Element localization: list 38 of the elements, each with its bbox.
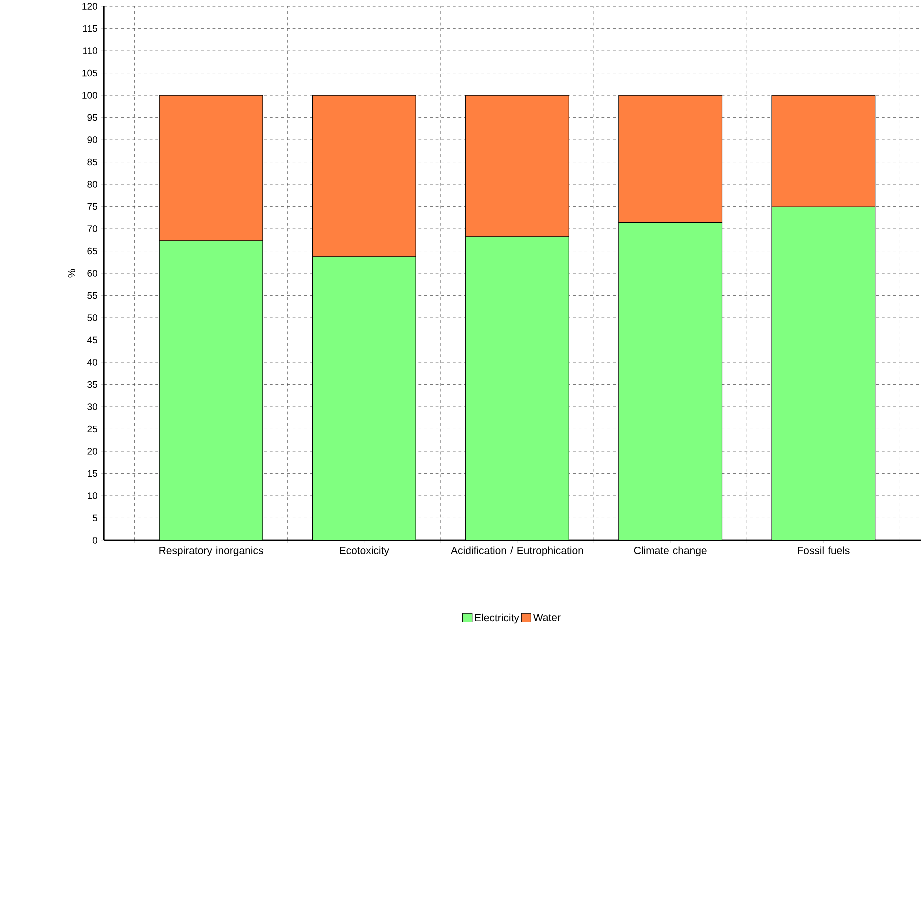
- y-tick-label: 20: [88, 448, 98, 455]
- y-tick-label: 105: [82, 70, 98, 76]
- bar: [159, 240, 264, 540]
- y-tick-label: 25: [88, 426, 98, 432]
- y-tick-label: 5: [92, 514, 98, 522]
- y-tick-label: 100: [82, 92, 98, 99]
- legend-label: Water: [533, 614, 561, 622]
- y-tick-label: 90: [88, 136, 98, 144]
- y-tick-label: 65: [88, 248, 98, 254]
- bar: [618, 222, 723, 540]
- x-tick-label: Acidification / Eutrophication: [451, 546, 584, 556]
- y-axis-title: %: [68, 269, 76, 278]
- y-tick-label: 40: [87, 358, 98, 366]
- y-tick-label: 60: [88, 270, 98, 277]
- bar: [772, 206, 876, 540]
- y-tick-label: 110: [83, 47, 98, 54]
- y-tick-label: 55: [88, 292, 98, 299]
- y-tick-label: 80: [88, 180, 98, 188]
- y-tick-label: 35: [88, 381, 98, 388]
- x-tick-label: Climate change: [634, 546, 707, 556]
- y-tick-label: 75: [88, 203, 98, 210]
- legend-label: Electricity: [475, 614, 520, 624]
- x-tick-label: Fossil fuels: [798, 546, 850, 554]
- x-tick-label: Respiratory inorganics: [160, 546, 264, 556]
- y-tick-label: 70: [88, 225, 98, 232]
- y-tick-label: 85: [88, 158, 98, 166]
- bar: [312, 256, 416, 540]
- y-tick-label: 115: [83, 25, 98, 32]
- y-tick-label: 120: [82, 3, 98, 10]
- y-tick-label: 50: [88, 314, 98, 322]
- y-tick-label: 10: [88, 492, 98, 500]
- bar: [466, 236, 570, 540]
- y-tick-label: 15: [88, 470, 98, 477]
- y-tick-label: 95: [88, 114, 98, 121]
- y-tick-label: 45: [87, 336, 98, 344]
- y-tick-label: 0: [92, 536, 98, 544]
- x-tick-label: Ecotoxicity: [340, 546, 390, 556]
- y-tick-label: 30: [88, 403, 98, 410]
